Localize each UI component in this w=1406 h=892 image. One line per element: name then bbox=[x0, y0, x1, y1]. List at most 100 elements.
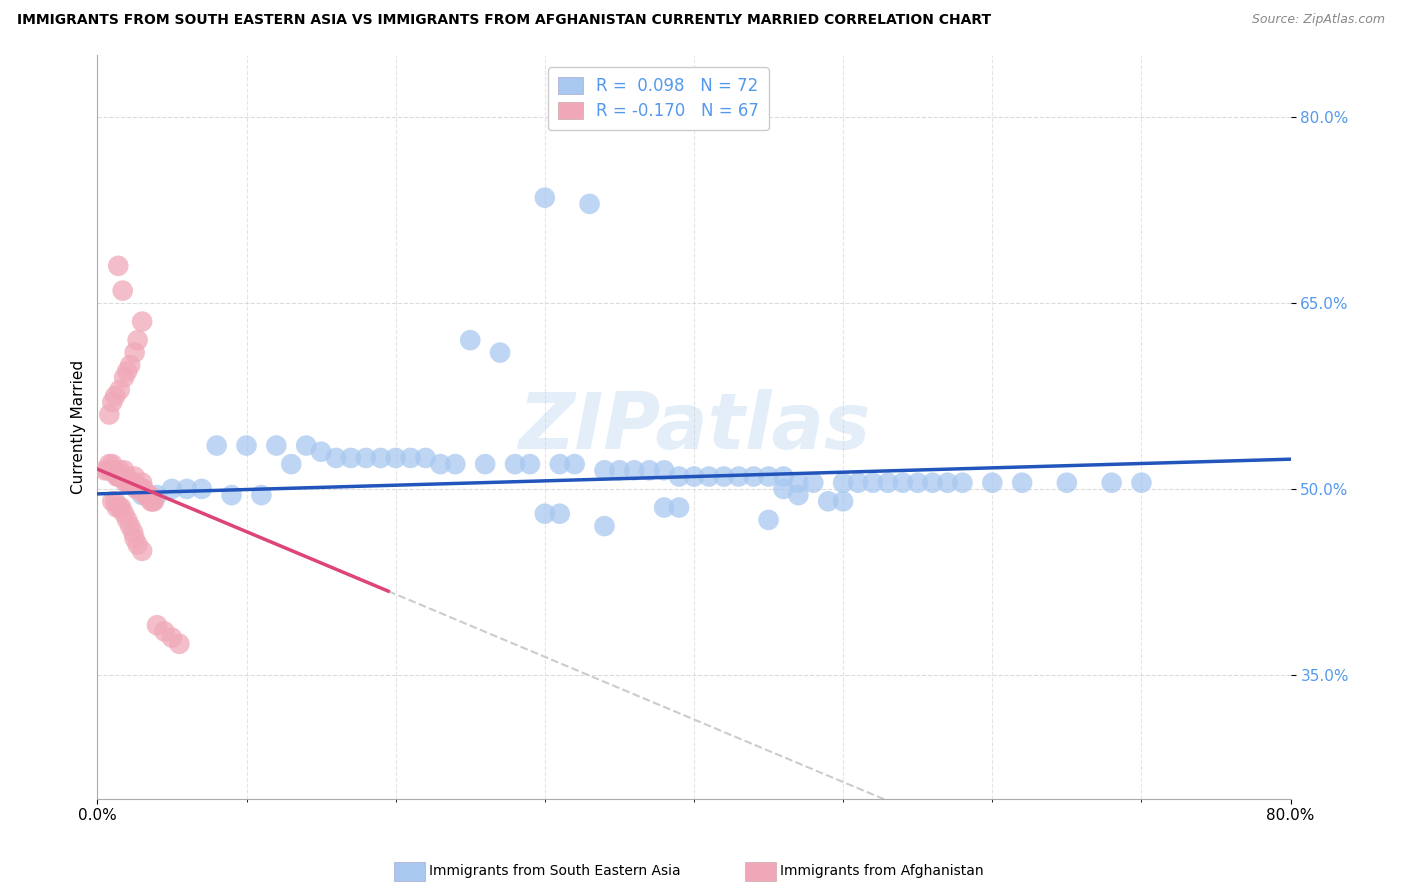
Point bbox=[652, 463, 675, 477]
Legend: R =  0.098   N = 72, R = -0.170   N = 67: R = 0.098 N = 72, R = -0.170 N = 67 bbox=[547, 67, 769, 130]
Point bbox=[564, 457, 586, 471]
Point bbox=[98, 457, 121, 471]
Point bbox=[112, 469, 135, 483]
Point bbox=[143, 494, 166, 508]
Point bbox=[124, 475, 146, 490]
Point bbox=[100, 463, 122, 477]
Point bbox=[136, 488, 159, 502]
Point bbox=[125, 482, 148, 496]
Point bbox=[817, 494, 839, 508]
Point bbox=[921, 475, 943, 490]
Point bbox=[98, 408, 121, 422]
Point bbox=[107, 259, 129, 273]
Point bbox=[727, 469, 749, 483]
Point bbox=[122, 525, 145, 540]
Point bbox=[131, 315, 153, 329]
Point bbox=[120, 358, 142, 372]
Point bbox=[609, 463, 631, 477]
Point bbox=[533, 191, 555, 205]
Point bbox=[127, 482, 149, 496]
Point bbox=[160, 482, 183, 496]
Point bbox=[131, 482, 153, 496]
Point bbox=[118, 475, 141, 490]
Point bbox=[111, 284, 134, 298]
Point bbox=[593, 463, 616, 477]
Point bbox=[101, 395, 124, 409]
Point bbox=[190, 482, 212, 496]
Point bbox=[138, 488, 160, 502]
Point bbox=[623, 463, 645, 477]
Point bbox=[891, 475, 914, 490]
Point bbox=[458, 333, 481, 347]
Point bbox=[146, 618, 169, 632]
Point bbox=[108, 463, 131, 477]
Point bbox=[107, 469, 129, 483]
Point bbox=[266, 438, 288, 452]
Point bbox=[131, 544, 153, 558]
Point bbox=[862, 475, 884, 490]
Point bbox=[205, 438, 228, 452]
Point bbox=[593, 519, 616, 533]
Point bbox=[115, 364, 138, 378]
Point bbox=[1101, 475, 1123, 490]
Point bbox=[652, 500, 675, 515]
Point bbox=[132, 482, 155, 496]
Point bbox=[668, 500, 690, 515]
Point bbox=[444, 457, 467, 471]
Point bbox=[1011, 475, 1033, 490]
Point bbox=[309, 444, 332, 458]
Point bbox=[104, 389, 127, 403]
Point bbox=[120, 475, 142, 490]
Point bbox=[846, 475, 869, 490]
Point bbox=[548, 457, 571, 471]
Point bbox=[876, 475, 898, 490]
Point bbox=[122, 475, 145, 490]
Point bbox=[832, 494, 855, 508]
Point bbox=[114, 475, 136, 490]
Point bbox=[638, 463, 661, 477]
Point bbox=[340, 450, 363, 465]
Point bbox=[110, 500, 132, 515]
Point bbox=[832, 475, 855, 490]
Point bbox=[105, 469, 128, 483]
Point bbox=[124, 532, 146, 546]
Point bbox=[115, 513, 138, 527]
Point bbox=[115, 475, 138, 490]
Point bbox=[325, 450, 347, 465]
Point bbox=[153, 624, 176, 639]
Point bbox=[131, 488, 153, 502]
Point bbox=[134, 488, 156, 502]
Point bbox=[112, 463, 135, 477]
Point bbox=[124, 469, 146, 483]
Point bbox=[354, 450, 377, 465]
Point bbox=[578, 197, 600, 211]
Point bbox=[548, 507, 571, 521]
Point bbox=[121, 475, 143, 490]
Point bbox=[104, 463, 127, 477]
Point bbox=[108, 500, 131, 515]
Text: Immigrants from Afghanistan: Immigrants from Afghanistan bbox=[780, 864, 984, 879]
Point bbox=[128, 482, 150, 496]
Point bbox=[936, 475, 959, 490]
Point bbox=[139, 494, 162, 508]
Point bbox=[112, 370, 135, 384]
Point bbox=[370, 450, 392, 465]
Point bbox=[120, 519, 142, 533]
Point bbox=[399, 450, 422, 465]
Point bbox=[146, 488, 169, 502]
Point bbox=[129, 482, 152, 496]
Point bbox=[981, 475, 1004, 490]
Point bbox=[124, 345, 146, 359]
Point bbox=[415, 450, 437, 465]
Point bbox=[713, 469, 735, 483]
Point bbox=[697, 469, 720, 483]
Point bbox=[97, 463, 120, 477]
Point bbox=[101, 463, 124, 477]
Point bbox=[176, 482, 198, 496]
Point bbox=[112, 507, 135, 521]
Point bbox=[1056, 475, 1078, 490]
Point bbox=[104, 494, 127, 508]
Point bbox=[127, 538, 149, 552]
Text: Source: ZipAtlas.com: Source: ZipAtlas.com bbox=[1251, 13, 1385, 27]
Point bbox=[101, 457, 124, 471]
